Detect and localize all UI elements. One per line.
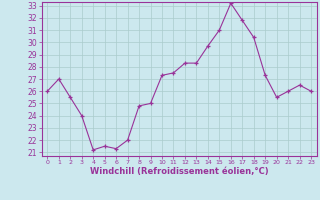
X-axis label: Windchill (Refroidissement éolien,°C): Windchill (Refroidissement éolien,°C) bbox=[90, 167, 268, 176]
